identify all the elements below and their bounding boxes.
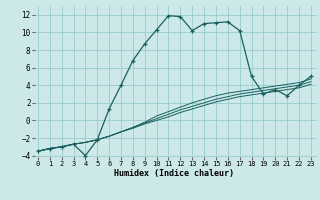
X-axis label: Humidex (Indice chaleur): Humidex (Indice chaleur) (115, 169, 234, 178)
